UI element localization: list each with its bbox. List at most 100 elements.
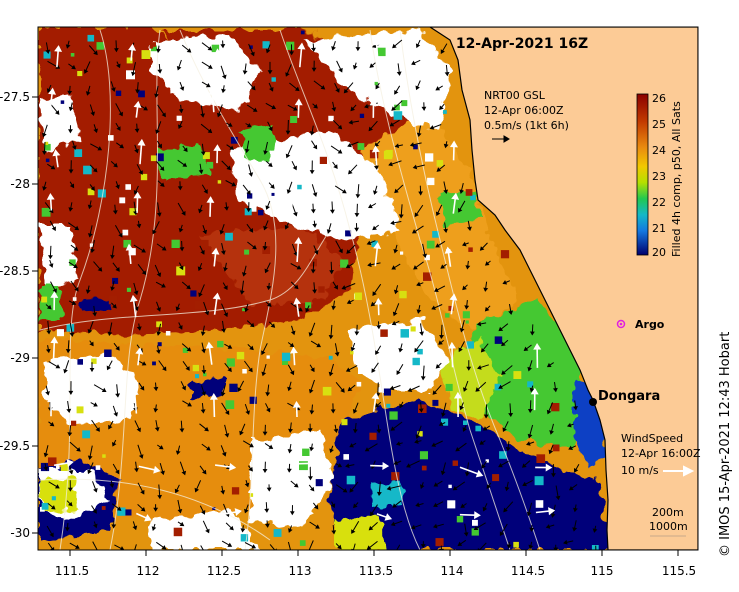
current-arrow-head	[179, 247, 185, 252]
speckle-pixel	[445, 313, 450, 318]
current-arrow-head	[288, 528, 293, 533]
cloud-gap-northeast	[300, 30, 450, 130]
argo-float-icon	[616, 319, 626, 329]
current-arrow-head	[134, 148, 139, 154]
wind-arrow-head	[55, 241, 64, 248]
current-arrow-head	[452, 486, 458, 491]
current-arrow-head	[229, 145, 235, 150]
current-arrow-head	[68, 169, 74, 174]
current-arrow-head	[498, 462, 503, 468]
current-arrow-head	[308, 388, 314, 394]
current-arrow-head	[160, 470, 165, 476]
colorbar-tick-label: 21	[652, 222, 666, 235]
current-arrow-head	[241, 272, 247, 277]
current-arrow-head	[347, 386, 353, 392]
credit-text: © IMOS 15-Apr-2021 12:43 Hobart	[718, 332, 733, 557]
current-arrow-head	[353, 503, 358, 509]
current-arrow-head	[436, 167, 442, 172]
current-arrow-head	[311, 47, 316, 52]
wind-arrow-head	[66, 459, 74, 468]
current-arrow-head	[268, 126, 273, 132]
current-arrow-head	[418, 408, 424, 413]
current-arrow-head	[110, 254, 115, 260]
current-arrow-head	[462, 387, 468, 392]
current-arrow-head	[268, 444, 274, 449]
wind-arrow-head	[306, 508, 314, 517]
current-arrow-head	[415, 43, 421, 49]
speckle-pixel	[534, 476, 544, 486]
current-arrow-head	[87, 455, 93, 460]
current-arrow-head	[262, 431, 268, 436]
current-arrow-head	[546, 409, 552, 415]
speckle-pixel	[207, 310, 212, 315]
current-arrow-head	[368, 525, 374, 531]
speckle-pixel	[465, 320, 469, 324]
current-arrow-head	[293, 106, 298, 111]
current-arrow-head	[477, 365, 482, 370]
speckle-pixel	[500, 250, 510, 259]
current-arrow-head	[372, 291, 377, 296]
speckle-pixel	[386, 403, 391, 408]
contour-line-5	[369, 29, 511, 550]
current-arrow-head	[498, 326, 504, 332]
current-arrow-head	[158, 445, 164, 450]
wind-arrow-head	[374, 199, 383, 207]
current-arrow-head	[201, 391, 206, 396]
current-arrow-head	[133, 552, 136, 555]
speckle-pixel	[108, 295, 118, 305]
current-arrow-head	[345, 367, 351, 372]
current-arrow-head	[113, 412, 118, 417]
current-arrow-head	[390, 220, 395, 226]
speckle-pixel	[393, 111, 403, 120]
wind-arrow-head	[48, 87, 57, 95]
current-arrow-head	[392, 503, 398, 508]
current-arrow-head	[528, 544, 534, 550]
current-arrow-head	[438, 340, 443, 345]
speckle-pixel	[299, 540, 306, 546]
current-arrow-head	[285, 130, 291, 135]
speckle-pixel	[341, 419, 348, 426]
current-arrow-head	[419, 484, 425, 490]
speckle-pixel	[82, 430, 91, 439]
current-arrow-head	[43, 466, 49, 471]
colorbar: 26 25 24 23 22 21 20 Filled 4h comp, p50…	[636, 92, 683, 259]
wind-arrow-head	[206, 196, 215, 203]
current-arrow-head	[346, 249, 351, 254]
speckle-pixel	[96, 42, 105, 50]
current-arrow-head	[459, 327, 465, 333]
speckle-pixel	[328, 115, 334, 122]
speckle-pixel	[465, 189, 473, 196]
current-arrow-head	[157, 494, 163, 500]
current-arrow-head	[413, 265, 418, 270]
current-arrow-head	[221, 88, 226, 94]
current-arrow-head	[115, 345, 120, 351]
current-arrow-head	[443, 228, 448, 233]
current-arrow-head	[529, 387, 535, 393]
current-arrow-head	[263, 150, 268, 155]
speckle-pixel	[74, 149, 83, 157]
current-arrow-head	[481, 463, 486, 469]
current-arrow-head	[393, 460, 399, 465]
current-arrow-head	[573, 405, 578, 411]
current-arrow-head	[523, 346, 529, 351]
wind-arrow-head	[211, 247, 220, 255]
speckle-pixel	[211, 44, 220, 53]
current-arrow-head	[155, 129, 160, 134]
current-arrow-head	[46, 304, 52, 310]
colorbar-tick-label: 25	[652, 118, 666, 131]
current-arrow-head	[221, 328, 227, 333]
speckle-pixel	[195, 374, 200, 379]
current-arrow-head	[331, 305, 337, 311]
speckle-pixel	[62, 376, 72, 385]
speckle-pixel	[302, 448, 310, 456]
current-arrow-head	[83, 69, 89, 74]
speckle-pixel	[359, 113, 365, 118]
speckle-pixel	[57, 517, 62, 521]
cloud-gap-south-1	[250, 430, 335, 530]
speckle-pixel	[66, 324, 75, 332]
current-arrow-head	[366, 240, 372, 246]
speckle-pixel	[126, 57, 133, 64]
current-arrow-head	[175, 306, 181, 312]
current-arrow-head	[220, 391, 226, 397]
